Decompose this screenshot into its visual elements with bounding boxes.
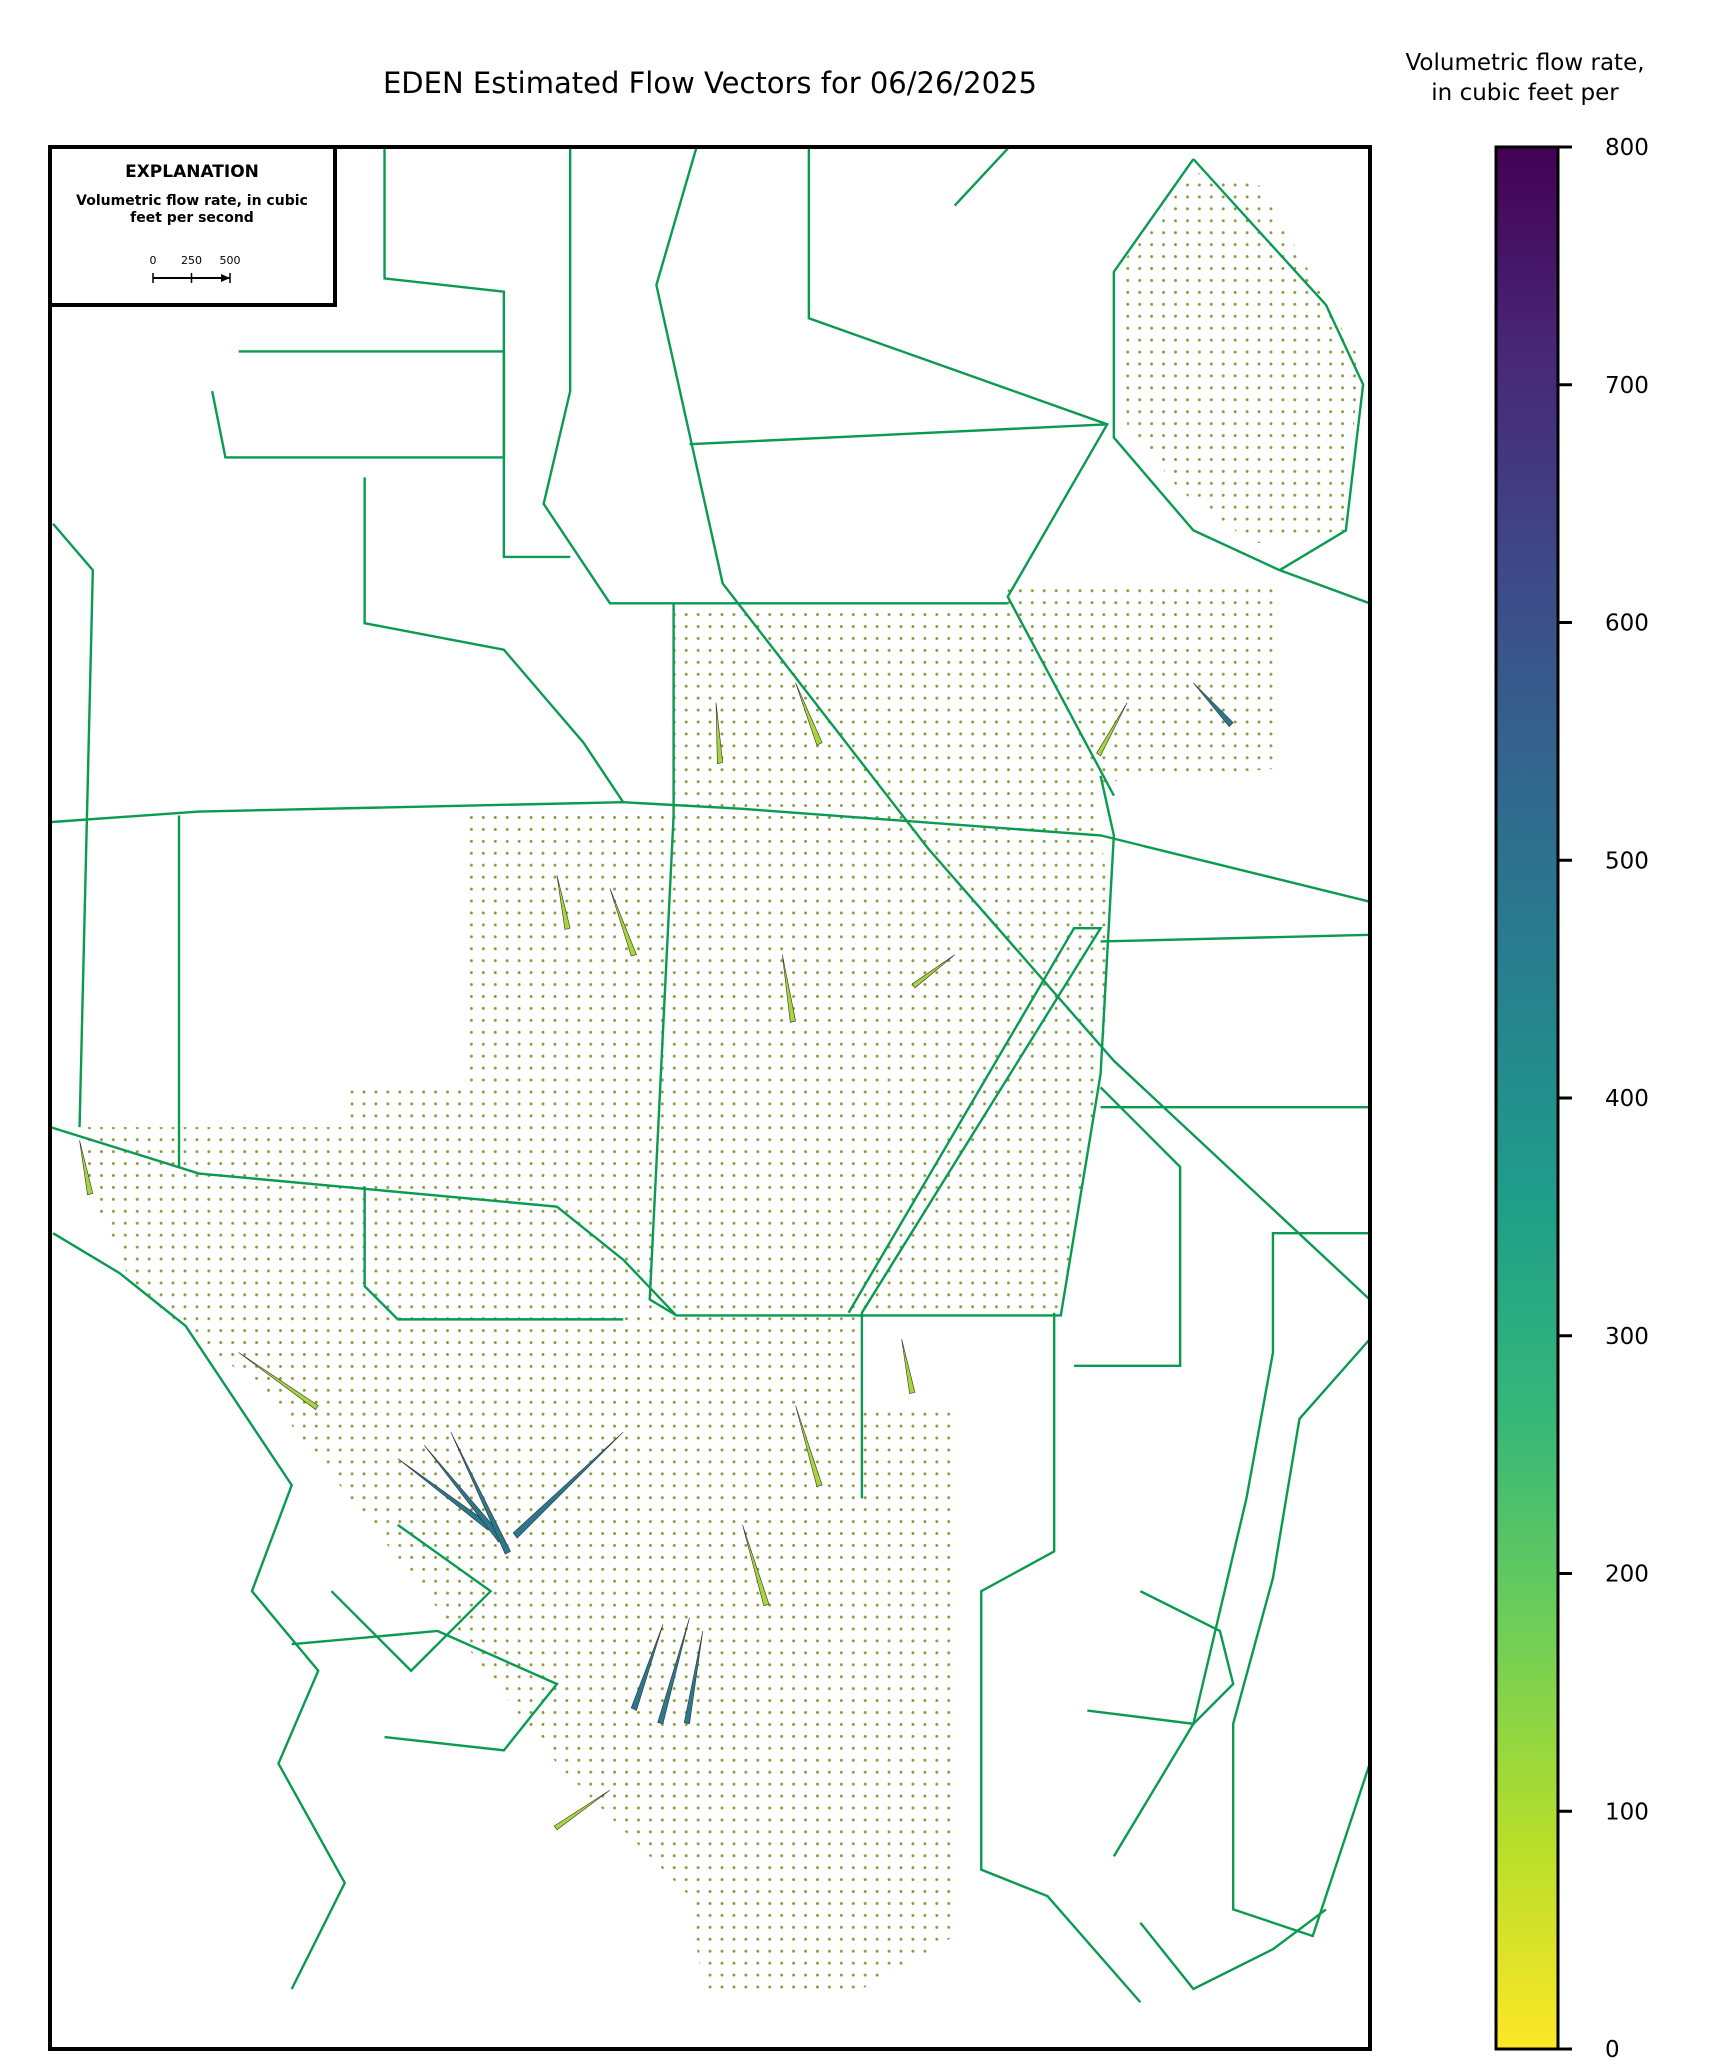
explanation-title: EXPLANATION [125, 162, 259, 182]
flow-vectors [80, 683, 1234, 1830]
colorbar: Volumetric flow rate, in cubic feet per … [1405, 50, 1649, 2063]
explanation-label: Volumetric flow rate, in cubic feet per … [76, 193, 308, 226]
scale-tick-label: 500 [220, 254, 241, 267]
map-frame [48, 145, 1372, 2051]
colorbar-tick-label: 100 [1605, 1799, 1649, 1825]
colorbar-tick-label: 600 [1605, 611, 1649, 637]
colorbar-tick-label: 300 [1605, 1324, 1649, 1350]
scale-bar: 0 250 500 [150, 254, 241, 283]
colorbar-tick-label: 400 [1605, 1086, 1649, 1112]
colorbar-tick-label: 500 [1605, 848, 1649, 874]
colorbar-tick-label: 0 [1605, 2037, 1620, 2061]
scale-arrowhead [221, 274, 230, 282]
map-title: EDEN Estimated Flow Vectors for 06/26/20… [383, 66, 1037, 100]
explanation: EXPLANATION Volumetric flow rate, in cub… [48, 145, 337, 307]
scale-tick-label: 0 [150, 254, 157, 267]
flow-field [79, 172, 1360, 1990]
colorbar-tick-label: 800 [1605, 135, 1649, 161]
explanation-label-box: Volumetric flow rate, in cubic feet per … [76, 193, 308, 226]
colorbar-scale [1494, 145, 1560, 2051]
colorbar-tick-label: 700 [1605, 373, 1649, 399]
scale-tick-label: 250 [181, 254, 202, 267]
map-lines [50, 149, 1369, 2003]
colorbar-label: Volumetric flow rate, in cubic feet per … [1405, 50, 1645, 106]
map [50, 149, 1369, 2003]
colorbar-tick-label: 200 [1605, 1562, 1649, 1588]
colorbar-label-box: Volumetric flow rate, in cubic feet per … [1405, 50, 1645, 106]
